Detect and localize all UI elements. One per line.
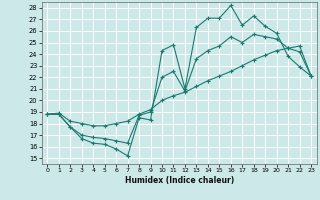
X-axis label: Humidex (Indice chaleur): Humidex (Indice chaleur) [124,176,234,185]
